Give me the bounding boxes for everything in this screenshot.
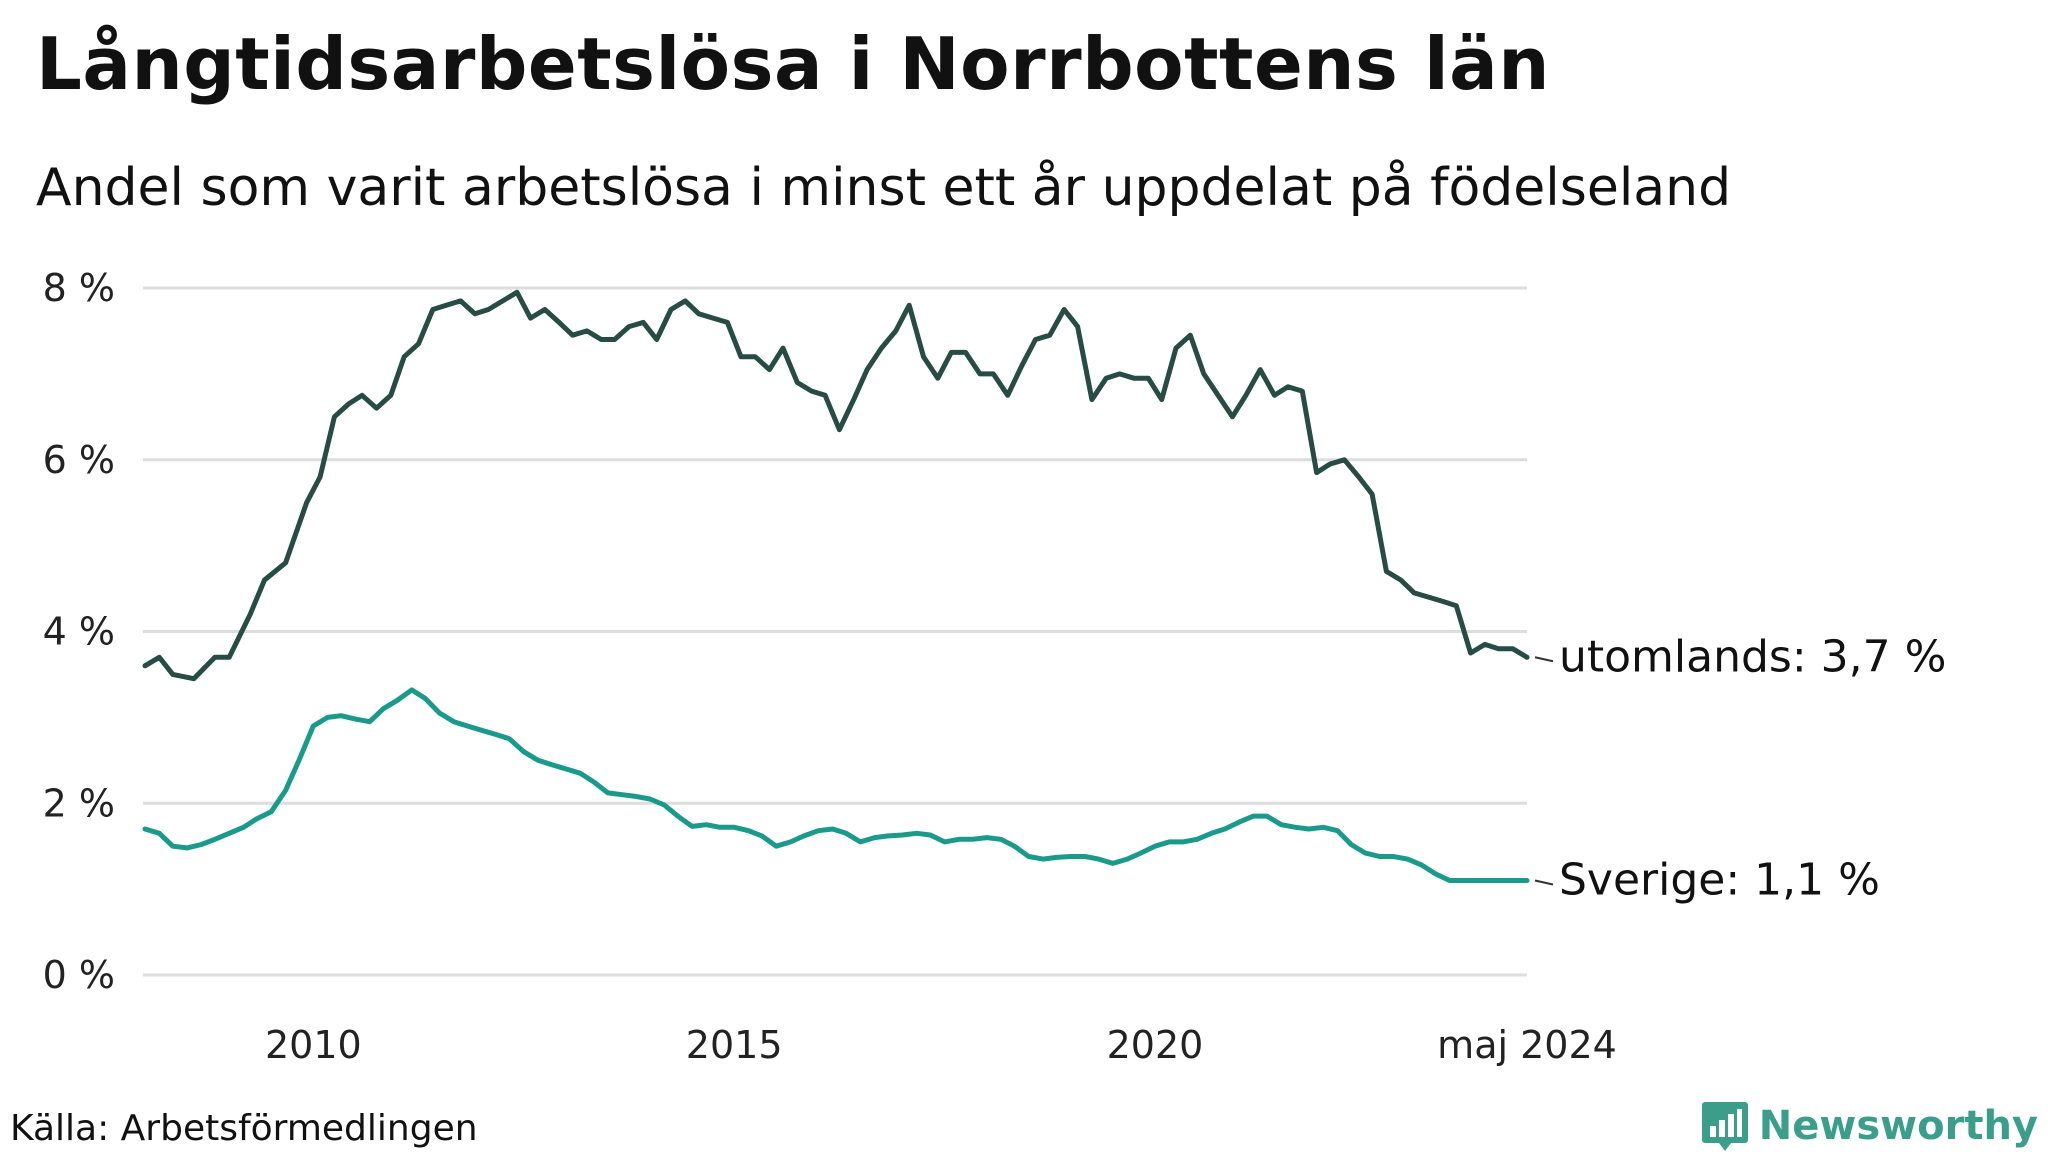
y-tick-label: 0 % xyxy=(43,953,115,997)
y-tick-label: 6 % xyxy=(43,438,115,482)
brand-name: Newsworthy xyxy=(1758,1103,2038,1149)
chart-title: Långtidsarbetslösa i Norrbottens län xyxy=(36,22,1551,106)
x-tick-label: 2015 xyxy=(686,1023,783,1067)
x-tick-label: 2020 xyxy=(1107,1023,1204,1067)
x-tick-label: maj 2024 xyxy=(1437,1023,1617,1067)
end-label-sverige: Sverige: 1,1 % xyxy=(1559,855,1880,906)
y-tick-label: 4 % xyxy=(43,610,115,654)
series-line-utomlands xyxy=(142,289,1530,682)
source-note: Källa: Arbetsförmedlingen xyxy=(10,1108,478,1149)
chart-subtitle: Andel som varit arbetslösa i minst ett å… xyxy=(36,158,1732,218)
y-tick-label: 8 % xyxy=(43,266,115,310)
end-label-utomlands: utomlands: 3,7 % xyxy=(1559,631,1946,682)
series-line-sverige xyxy=(142,687,1530,883)
x-tick-label: 2010 xyxy=(265,1023,362,1067)
brand-logo[interactable]: Newsworthy xyxy=(1701,1100,2038,1152)
y-axis-ticks: 0 % 2 % 4 % 6 % 8 % xyxy=(43,266,115,997)
series-lines xyxy=(142,289,1530,883)
end-label-leader xyxy=(1534,879,1554,886)
end-label-leader xyxy=(1534,656,1554,663)
bar-chart-icon xyxy=(1701,1102,1748,1151)
y-tick-label: 2 % xyxy=(43,781,115,825)
grid-lines xyxy=(143,286,1527,977)
x-axis-ticks: 2010 2015 2020 maj 2024 xyxy=(265,1023,1617,1067)
end-labels: utomlands: 3,7 % Sverige: 1,1 % xyxy=(1534,631,1946,906)
